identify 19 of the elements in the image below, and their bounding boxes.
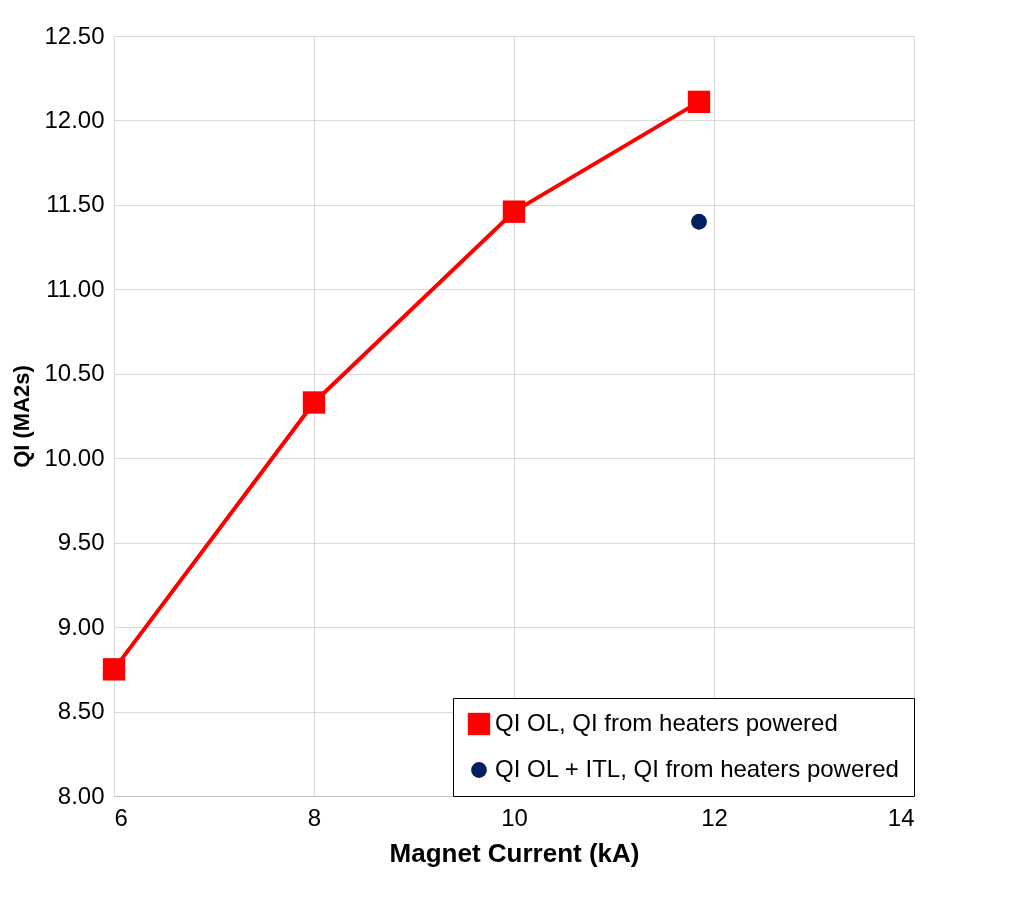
y-tick-label: 10.50 xyxy=(44,359,105,387)
y-tick-label: 8.00 xyxy=(57,781,105,809)
y-tick-label: 12.00 xyxy=(44,105,105,133)
x-tick-label: 8 xyxy=(307,803,322,831)
y-tick-label: 11.00 xyxy=(46,274,105,302)
x-tick-label: 14 xyxy=(887,803,915,831)
x-tick-label: 10 xyxy=(501,803,528,831)
y-tick-label: 11.50 xyxy=(46,190,105,218)
y-tick-label: 9.50 xyxy=(57,528,105,556)
y-tick-label: 10.00 xyxy=(44,443,105,471)
y-tick-label: 9.00 xyxy=(57,612,105,640)
x-tick-label: 6 xyxy=(114,803,128,831)
legend-label: QI OL + ITL, QI from heaters powered xyxy=(495,755,899,782)
x-axis-title: Magnet Current (kA) xyxy=(389,837,640,868)
x-tick-label: 12 xyxy=(701,803,728,831)
y-axis-title: QI (MA2s) xyxy=(9,365,35,468)
y-tick-label: 8.50 xyxy=(57,697,105,725)
legend-label: QI OL, QI from heaters powered xyxy=(495,709,838,736)
y-tick-label: 12.50 xyxy=(44,21,105,49)
